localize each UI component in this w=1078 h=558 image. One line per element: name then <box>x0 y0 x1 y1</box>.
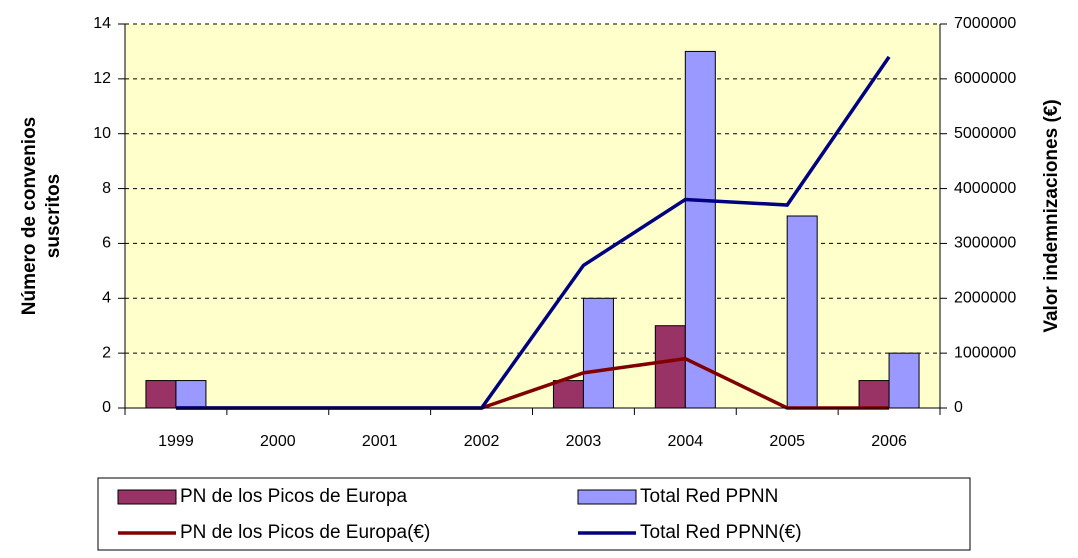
y2-tick-label: 6000000 <box>954 70 1016 87</box>
y-tick-label: 0 <box>102 399 111 416</box>
bar <box>582 297 614 409</box>
y-tick-label: 12 <box>93 70 111 87</box>
y2-tick-label: 4000000 <box>954 180 1016 197</box>
y2-axis-title: Valor indemnizaciones (€) <box>1041 99 1062 332</box>
bar <box>684 50 716 409</box>
x-tick-label: 2002 <box>464 433 500 450</box>
x-tick-label: 2004 <box>668 433 704 450</box>
y-axis-title-line: Número de convenios <box>19 117 40 316</box>
x-tick-label: 2001 <box>362 433 398 450</box>
y-tick-label: 6 <box>102 235 111 252</box>
x-tick-label: 2000 <box>260 433 296 450</box>
bar <box>552 380 584 409</box>
y-tick-label: 14 <box>93 15 111 32</box>
bar <box>786 215 818 409</box>
y-tick-label: 8 <box>102 180 111 197</box>
legend-label: PN de los Picos de Europa(€) <box>180 522 430 543</box>
legend-label: Total Red PPNN(€) <box>640 522 802 543</box>
bar <box>888 352 920 409</box>
x-tick-label: 2006 <box>871 433 907 450</box>
y-tick-label: 10 <box>93 125 111 142</box>
y2-tick-label: 1000000 <box>954 344 1016 361</box>
bar <box>145 380 177 409</box>
y2-tick-label: 0 <box>954 399 963 416</box>
y-tick-label: 4 <box>102 290 111 307</box>
y2-tick-label: 5000000 <box>954 125 1016 142</box>
y2-tick-label: 2000000 <box>954 290 1016 307</box>
y-axis-title-line: suscritos <box>43 174 64 258</box>
bar <box>175 380 207 409</box>
bar <box>654 325 686 409</box>
legend-swatch <box>577 489 637 505</box>
bar <box>858 380 890 409</box>
legend-box <box>97 477 971 551</box>
y2-tick-label: 3000000 <box>954 235 1016 252</box>
legend-swatch <box>117 489 177 505</box>
plot-area <box>125 24 940 408</box>
x-tick-label: 1999 <box>158 433 194 450</box>
legend-label: PN de los Picos de Europa <box>180 486 408 507</box>
x-tick-label: 2003 <box>566 433 602 450</box>
legend-label: Total Red PPNN <box>640 486 778 507</box>
y-tick-label: 2 <box>102 344 111 361</box>
y2-tick-label: 7000000 <box>954 15 1016 32</box>
y-axis-title: Número de convenios suscritos <box>19 117 64 316</box>
x-tick-label: 2005 <box>769 433 805 450</box>
